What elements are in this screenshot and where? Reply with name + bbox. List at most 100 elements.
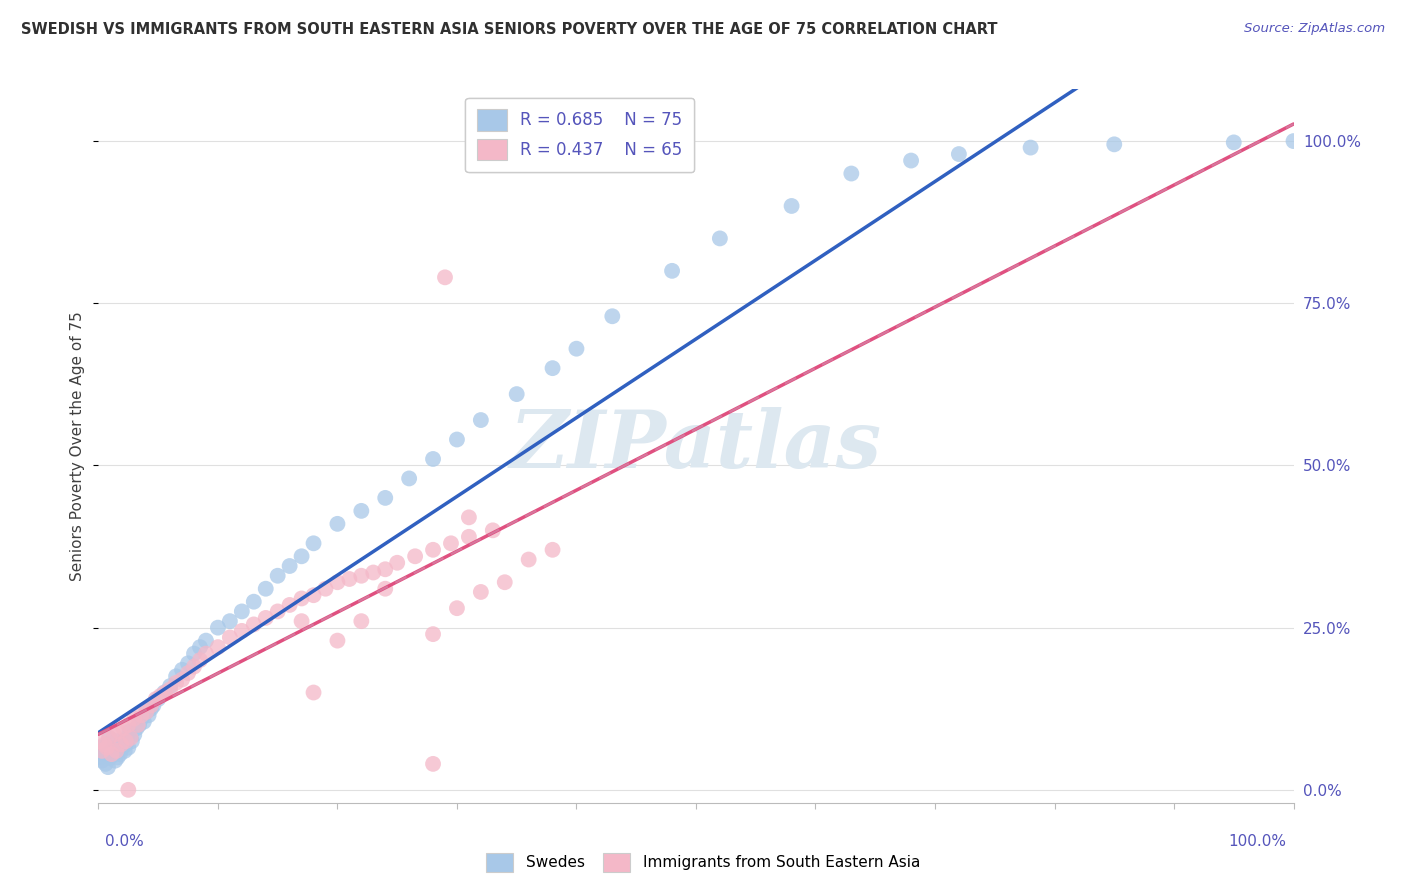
Point	[374, 562, 396, 576]
Point	[96, 740, 118, 755]
Point	[94, 756, 117, 771]
Point	[900, 153, 922, 168]
Point	[115, 738, 138, 752]
Point	[278, 598, 301, 612]
Point	[195, 647, 218, 661]
Point	[481, 524, 505, 538]
Point	[177, 666, 200, 681]
Point	[98, 731, 121, 745]
Point	[1282, 134, 1305, 148]
Point	[139, 698, 162, 713]
Point	[326, 575, 349, 590]
Point	[115, 734, 138, 748]
Point	[661, 264, 683, 278]
Point	[98, 744, 122, 758]
Point	[183, 659, 205, 673]
Point	[350, 614, 373, 628]
Point	[101, 747, 124, 761]
Point	[108, 747, 131, 761]
Point	[302, 536, 325, 550]
Legend: R = 0.685    N = 75, R = 0.437    N = 65: R = 0.685 N = 75, R = 0.437 N = 65	[465, 97, 695, 172]
Point	[458, 530, 481, 544]
Point	[339, 572, 361, 586]
Point	[118, 724, 141, 739]
Point	[131, 708, 153, 723]
Point	[172, 663, 194, 677]
Point	[326, 516, 349, 531]
Point	[105, 744, 128, 758]
Point	[422, 452, 444, 467]
Point	[404, 549, 426, 564]
Point	[195, 633, 218, 648]
Point	[1223, 136, 1246, 150]
Point	[207, 640, 229, 654]
Point	[517, 552, 540, 566]
Point	[363, 566, 385, 580]
Point	[91, 747, 114, 761]
Point	[135, 705, 157, 719]
Point	[278, 559, 301, 574]
Point	[302, 685, 325, 699]
Point	[541, 542, 564, 557]
Point	[440, 536, 463, 550]
Point	[841, 167, 863, 181]
Point	[124, 711, 146, 725]
Point	[1104, 137, 1126, 152]
Point	[385, 556, 409, 570]
Point	[125, 721, 148, 735]
Point	[131, 711, 153, 725]
Text: ZIPatlas: ZIPatlas	[510, 408, 882, 484]
Point	[97, 760, 120, 774]
Point	[98, 731, 121, 745]
Point	[124, 728, 146, 742]
Point	[105, 734, 128, 748]
Point	[315, 582, 337, 596]
Point	[422, 756, 444, 771]
Point	[541, 361, 564, 376]
Point	[470, 413, 492, 427]
Point	[110, 738, 132, 752]
Point	[183, 647, 205, 661]
Point	[219, 631, 242, 645]
Point	[103, 728, 125, 742]
Point	[114, 744, 136, 758]
Point	[159, 682, 181, 697]
Text: Source: ZipAtlas.com: Source: ZipAtlas.com	[1244, 22, 1385, 36]
Point	[159, 679, 181, 693]
Point	[254, 611, 277, 625]
Point	[139, 702, 162, 716]
Point	[219, 614, 242, 628]
Point	[1019, 140, 1042, 154]
Point	[107, 744, 129, 758]
Point	[458, 510, 481, 524]
Point	[165, 669, 187, 683]
Point	[112, 734, 135, 748]
Point	[188, 640, 211, 654]
Point	[470, 585, 492, 599]
Point	[128, 718, 150, 732]
Point	[291, 614, 314, 628]
Point	[291, 591, 314, 606]
Point	[96, 738, 118, 752]
Point	[709, 231, 731, 245]
Point	[117, 718, 139, 732]
Point	[231, 624, 253, 638]
Y-axis label: Seniors Poverty Over the Age of 75: Seniors Poverty Over the Age of 75	[70, 311, 86, 581]
Point	[104, 754, 127, 768]
Point	[155, 685, 177, 699]
Point	[135, 705, 157, 719]
Point	[350, 568, 373, 582]
Point	[948, 147, 970, 161]
Point	[243, 595, 266, 609]
Point	[422, 542, 444, 557]
Point	[98, 750, 122, 764]
Point	[127, 718, 149, 732]
Point	[115, 731, 138, 745]
Point	[117, 740, 139, 755]
Point	[93, 744, 115, 758]
Point	[422, 627, 444, 641]
Point	[89, 734, 111, 748]
Point	[132, 714, 155, 729]
Point	[90, 750, 112, 764]
Point	[506, 387, 529, 401]
